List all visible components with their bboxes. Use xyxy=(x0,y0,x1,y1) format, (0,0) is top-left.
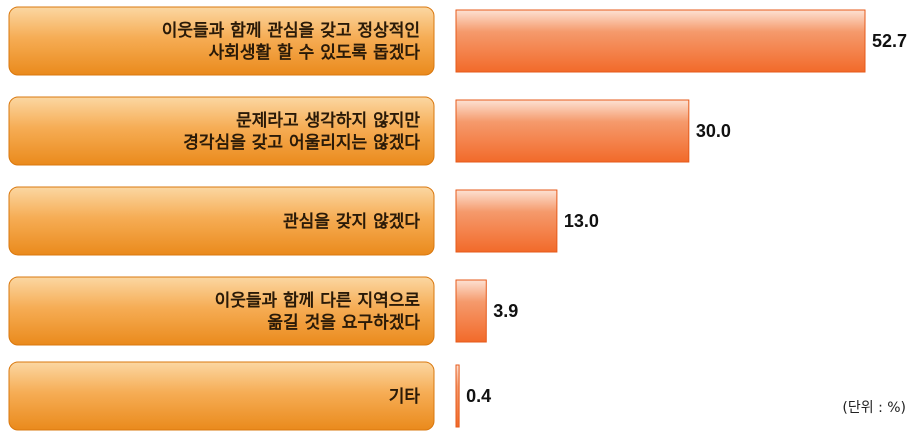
category-box-5 xyxy=(8,361,435,431)
category-box-4 xyxy=(8,276,435,346)
category-label-1-line-2: 사회생활 할 수 있도록 돕겠다 xyxy=(209,42,421,63)
category-label-4-line-1: 이웃들과 함께 다른 지역으로 xyxy=(215,290,421,311)
category-label-4-line-2: 옮길 것을 요구하겠다 xyxy=(267,313,420,333)
category-label-3-line-1: 관심을 갖지 않겠다 xyxy=(283,212,420,232)
bar-1 xyxy=(455,9,866,73)
value-labels: 52.7 30.0 13.0 3.9 0.4 xyxy=(466,31,907,406)
value-label-4: 3.9 xyxy=(493,301,518,321)
value-label-2: 30.0 xyxy=(696,121,731,141)
bars xyxy=(455,9,866,428)
bar-3 xyxy=(455,189,558,253)
category-box-3 xyxy=(8,186,435,256)
category-label-2-line-2: 경각심을 갖고 어울리지는 않겠다 xyxy=(183,133,420,153)
value-label-5: 0.4 xyxy=(466,386,491,406)
value-label-3: 13.0 xyxy=(564,211,599,231)
bar-5 xyxy=(455,364,460,428)
category-box-1 xyxy=(8,6,435,76)
bar-4 xyxy=(455,279,487,343)
category-label-1-line-1: 이웃들과 함께 관심을 갖고 정상적인 xyxy=(162,20,420,41)
unit-note: (단위 : %) xyxy=(842,400,906,416)
category-label-5-line-1: 기타 xyxy=(389,387,421,407)
category-box-2 xyxy=(8,96,435,166)
bar-2 xyxy=(455,99,690,163)
category-label-2-line-1: 문제라고 생각하지 않지만 xyxy=(236,111,420,131)
value-label-1: 52.7 xyxy=(872,31,907,51)
